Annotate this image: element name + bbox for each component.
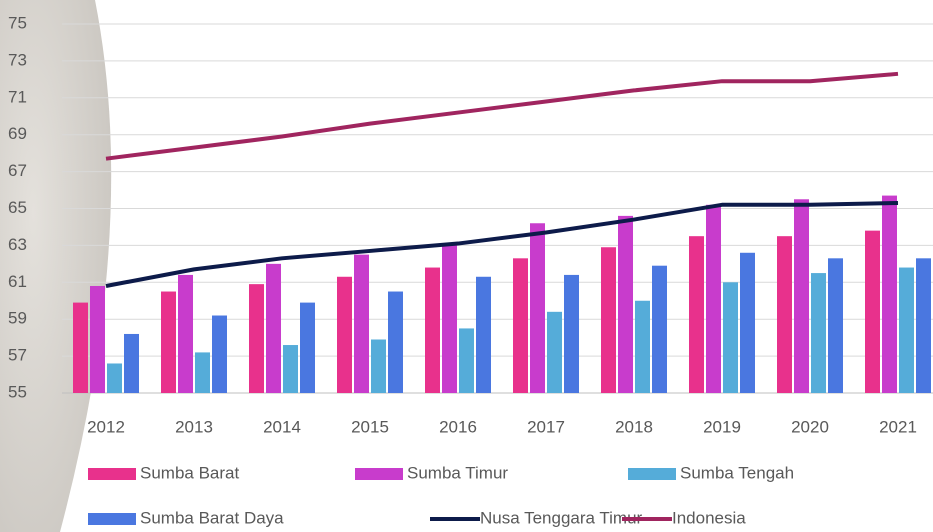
y-tick-label: 55 [8, 382, 27, 401]
bar [601, 247, 616, 393]
y-tick-label: 65 [8, 198, 27, 217]
bar [442, 245, 457, 393]
bar [476, 276, 491, 393]
y-tick-label: 59 [8, 309, 27, 328]
bar [161, 291, 176, 393]
bar [794, 199, 809, 393]
x-tick-label: 2014 [263, 417, 301, 436]
bar [107, 363, 122, 393]
legend-label: Indonesia [672, 508, 746, 527]
bar [73, 302, 88, 393]
x-tick-label: 2021 [879, 417, 917, 436]
bar [212, 315, 227, 393]
bar [706, 204, 721, 393]
bar [513, 258, 528, 393]
x-tick-label: 2017 [527, 417, 565, 436]
x-tick-label: 2018 [615, 417, 653, 436]
bar [300, 302, 315, 393]
bar [547, 311, 562, 393]
legend-label: Sumba Tengah [680, 463, 794, 482]
bar [249, 284, 264, 393]
bar [337, 276, 352, 393]
bar [90, 285, 105, 393]
x-tick-label: 2019 [703, 417, 741, 436]
line [105, 71, 899, 161]
bar [828, 258, 843, 393]
legend-swatch [88, 513, 136, 525]
background-shape [0, 0, 112, 532]
y-tick-label: 57 [8, 346, 27, 365]
bar [777, 236, 792, 393]
bar [124, 333, 139, 393]
legend-swatch [355, 468, 403, 480]
bar [811, 273, 826, 393]
x-tick-label: 2012 [87, 417, 125, 436]
bar [425, 267, 440, 393]
bar [283, 345, 298, 393]
y-tick-label: 63 [8, 235, 27, 254]
bar [178, 274, 193, 393]
bar [388, 291, 403, 393]
bar [882, 195, 897, 393]
bar [459, 328, 474, 393]
bar [618, 215, 633, 393]
bar [865, 230, 880, 393]
legend-label: Nusa Tenggara Timur [480, 508, 643, 527]
bar [652, 265, 667, 393]
legend-swatch [628, 468, 676, 480]
x-tick-label: 2020 [791, 417, 829, 436]
bar [689, 236, 704, 393]
bar [195, 352, 210, 393]
legend-label: Sumba Barat Daya [140, 508, 284, 527]
bar [266, 263, 281, 393]
bar [530, 223, 545, 393]
y-tick-label: 69 [8, 124, 27, 143]
bar [723, 282, 738, 393]
bar [635, 300, 650, 393]
bar [354, 254, 369, 393]
legend-swatch [88, 468, 136, 480]
bar [899, 267, 914, 393]
y-tick-label: 73 [8, 50, 27, 69]
y-tick-label: 71 [8, 87, 27, 106]
x-tick-label: 2015 [351, 417, 389, 436]
bar [371, 339, 386, 393]
y-tick-label: 75 [8, 13, 27, 32]
bar [564, 274, 579, 393]
line [105, 200, 899, 288]
bar [740, 252, 755, 393]
y-tick-label: 67 [8, 161, 27, 180]
bar [916, 258, 931, 393]
x-tick-label: 2013 [175, 417, 213, 436]
y-tick-label: 61 [8, 272, 27, 291]
x-tick-label: 2016 [439, 417, 477, 436]
legend-label: Sumba Timur [407, 463, 508, 482]
legend-label: Sumba Barat [140, 463, 239, 482]
